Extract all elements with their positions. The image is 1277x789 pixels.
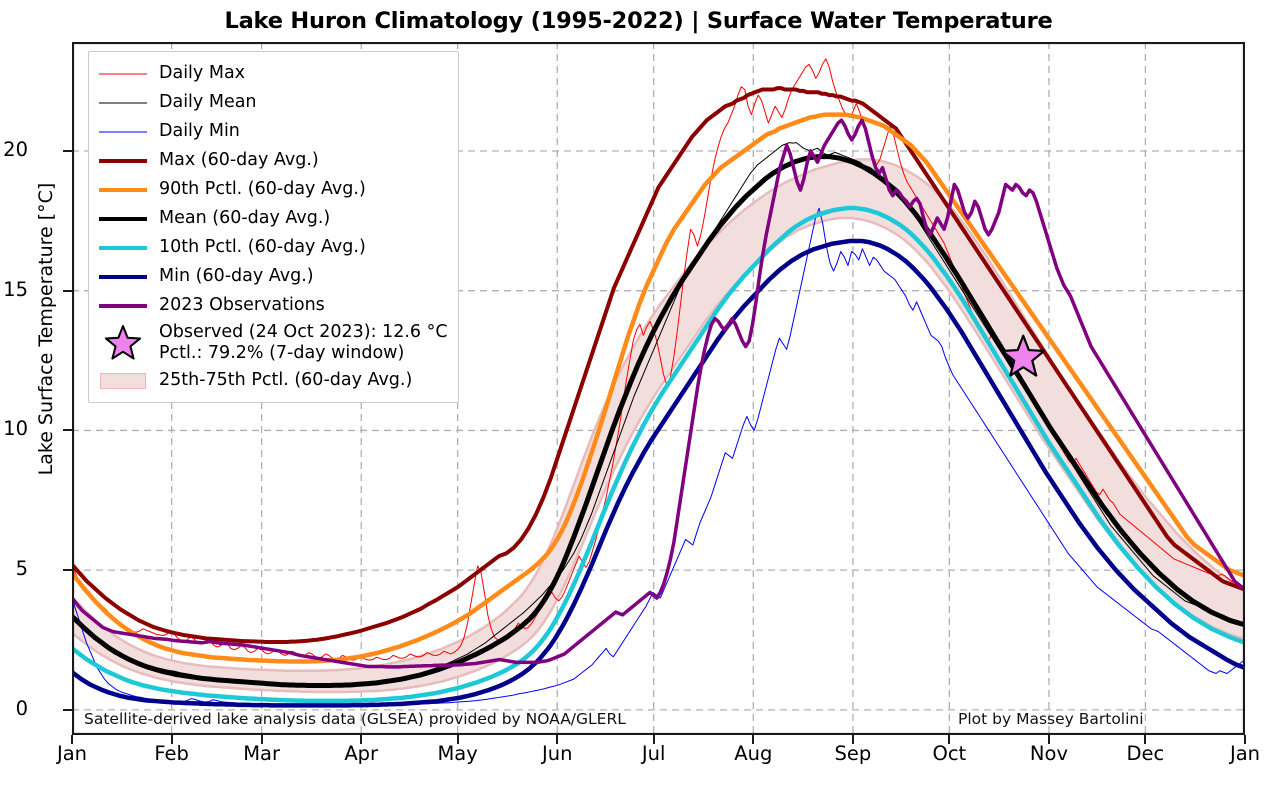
x-tick-mark	[260, 735, 263, 744]
y-tick-mark	[63, 149, 72, 152]
series-line-min-60-day-avg	[72, 238, 1245, 708]
x-tick-mark	[851, 735, 854, 744]
legend-line-swatch	[97, 91, 149, 115]
legend-item-label: 90th Pctl. (60-day Avg.)	[159, 179, 366, 199]
chart-legend: Daily Max Daily Mean Daily Min Max (60-day …	[88, 51, 459, 403]
legend-line-swatch	[97, 62, 149, 86]
series-line-2023-observations	[72, 118, 1245, 669]
y-tick-mark	[63, 289, 72, 292]
x-tick-label: Mar	[243, 742, 280, 765]
x-tick-label: Feb	[154, 742, 189, 765]
x-tick-mark	[752, 735, 755, 744]
x-tick-label: Jan	[1229, 742, 1261, 765]
x-tick-label: Jul	[641, 742, 666, 765]
legend-item-label: 10th Pctl. (60-day Avg.)	[159, 237, 366, 257]
legend-line-swatch	[97, 294, 149, 318]
x-tick-mark	[360, 735, 363, 744]
x-tick-label: May	[437, 742, 478, 765]
legend-line-swatch	[97, 236, 149, 260]
line-icon	[99, 274, 147, 279]
legend-item: 25th-75th Pctl. (60-day Avg.)	[97, 366, 448, 395]
legend-item: Daily Min	[97, 117, 448, 146]
x-tick-label: Oct	[932, 742, 967, 765]
legend-item-label: Mean (60-day Avg.)	[159, 208, 331, 228]
x-tick-mark	[456, 735, 459, 744]
legend-line-swatch	[97, 207, 149, 231]
y-tick-label: 0	[15, 696, 28, 720]
legend-item: Min (60-day Avg.)	[97, 262, 448, 291]
y-tick-mark	[63, 708, 72, 711]
x-tick-label: Nov	[1029, 742, 1068, 765]
line-icon	[99, 187, 147, 192]
legend-item: Mean (60-day Avg.)	[97, 204, 448, 233]
x-tick-label: Sep	[834, 742, 872, 765]
line-icon	[99, 131, 147, 132]
series-group	[72, 58, 1245, 708]
x-tick-mark	[1144, 735, 1147, 744]
legend-band-swatch	[97, 369, 149, 393]
y-tick-mark	[63, 429, 72, 432]
legend-item: Max (60-day Avg.)	[97, 146, 448, 175]
legend-line-swatch	[97, 120, 149, 144]
x-tick-label: Aug	[734, 742, 773, 765]
legend-item-label: Daily Max	[159, 63, 246, 83]
x-tick-label: Jun	[542, 742, 573, 765]
x-tick-mark	[71, 735, 73, 744]
x-tick-mark	[948, 735, 951, 744]
page-title: Lake Huron Climatology (1995-2022) | Sur…	[224, 8, 1053, 34]
star-icon	[104, 325, 142, 360]
y-tick-label: 10	[3, 417, 28, 441]
legend-item: Daily Mean	[97, 88, 448, 117]
legend-item-label: Daily Min	[159, 121, 240, 141]
observed-star-marker	[1001, 334, 1046, 377]
percentile-band	[72, 158, 1245, 694]
y-tick-label: 20	[3, 137, 28, 161]
series-line-max-60-day-avg	[72, 86, 1245, 644]
legend-line-swatch	[97, 178, 149, 202]
data-source-note: Satellite-derived lake analysis data (GL…	[84, 710, 626, 728]
legend-item-label: Max (60-day Avg.)	[159, 150, 319, 170]
series-line-90th-pctl-60-day-avg	[72, 112, 1245, 664]
y-tick-label: 5	[15, 557, 28, 581]
x-tick-mark	[1047, 735, 1050, 744]
legend-item-label: Daily Mean	[159, 92, 257, 112]
x-tick-label: Apr	[344, 742, 379, 765]
series-line-mean-60-day-avg	[72, 154, 1245, 689]
line-icon	[99, 102, 147, 103]
y-tick-mark	[63, 569, 72, 572]
y-axis-label: Lake Surface Temperature [°C]	[35, 182, 57, 476]
legend-item-label: 2023 Observations	[159, 295, 325, 315]
legend-item: 90th Pctl. (60-day Avg.)	[97, 175, 448, 204]
plot-credit-note: Plot by Massey Bartolini	[958, 710, 1144, 728]
legend-line-swatch	[97, 149, 149, 173]
line-icon	[99, 216, 147, 221]
x-tick-mark	[556, 735, 559, 744]
axes-spines	[72, 42, 1245, 735]
legend-item: 2023 Observations	[97, 291, 448, 320]
x-tick-mark	[1244, 735, 1246, 744]
legend-line-swatch	[97, 265, 149, 289]
line-icon	[99, 245, 147, 250]
legend-item: Observed (24 Oct 2023): 12.6 °C Pctl.: 7…	[97, 320, 448, 366]
x-tick-mark	[652, 735, 655, 744]
line-icon	[99, 158, 147, 163]
legend-item-label: Observed (24 Oct 2023): 12.6 °C Pctl.: 7…	[159, 322, 448, 363]
legend-star-swatch	[97, 325, 149, 360]
legend-item: 10th Pctl. (60-day Avg.)	[97, 233, 448, 262]
y-tick-label: 15	[3, 277, 28, 301]
x-tick-label: Jan	[56, 742, 88, 765]
legend-item-label: 25th-75th Pctl. (60-day Avg.)	[159, 370, 413, 390]
x-tick-mark	[170, 735, 173, 744]
series-line-10th-pctl-60-day-avg	[72, 205, 1245, 704]
line-icon	[99, 73, 147, 74]
line-icon	[99, 303, 147, 308]
legend-item-label: Min (60-day Avg.)	[159, 266, 314, 286]
x-tick-label: Dec	[1126, 742, 1165, 765]
band-patch-icon	[100, 372, 146, 389]
legend-item: Daily Max	[97, 59, 448, 88]
